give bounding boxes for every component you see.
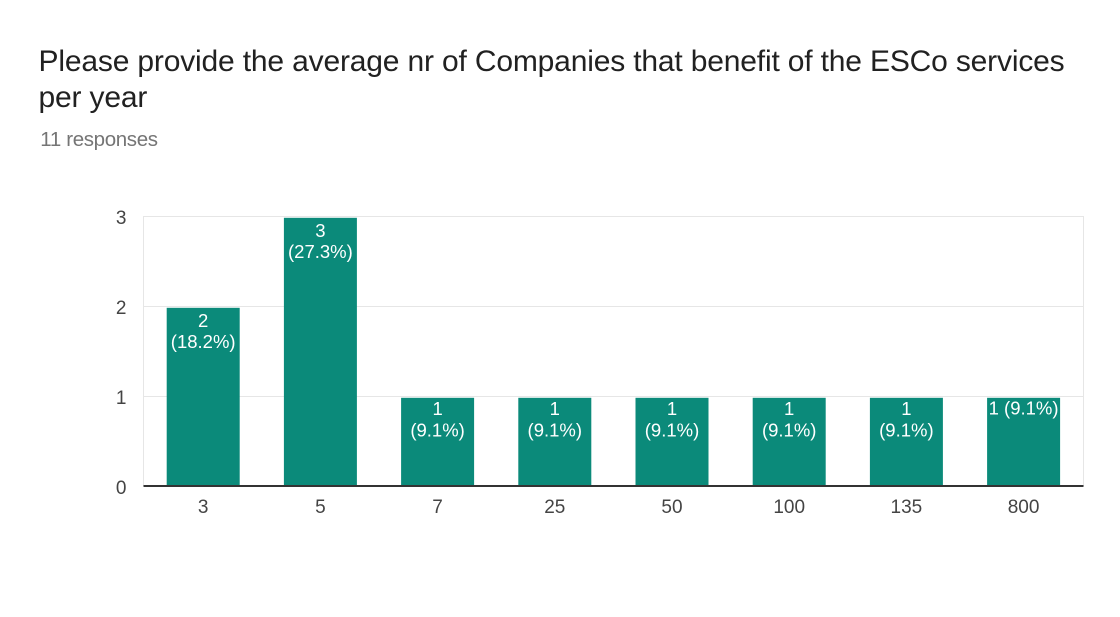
svg-text:1: 1 [550, 398, 560, 419]
svg-text:(9.1%): (9.1%) [762, 420, 817, 441]
svg-text:5: 5 [315, 497, 326, 518]
svg-text:3: 3 [315, 220, 325, 241]
svg-text:(9.1%): (9.1%) [645, 420, 700, 441]
svg-text:135: 135 [891, 497, 923, 518]
svg-text:(18.2%): (18.2%) [171, 331, 236, 352]
svg-text:(9.1%): (9.1%) [528, 420, 583, 441]
svg-text:(9.1%): (9.1%) [410, 420, 465, 441]
svg-text:1: 1 [432, 398, 442, 419]
svg-text:0: 0 [116, 478, 127, 499]
svg-text:2: 2 [116, 298, 127, 319]
svg-text:2: 2 [198, 310, 208, 331]
svg-text:1 (9.1%): 1 (9.1%) [989, 397, 1059, 418]
svg-text:800: 800 [1008, 497, 1040, 518]
svg-text:3: 3 [116, 208, 127, 229]
svg-text:(9.1%): (9.1%) [879, 420, 934, 441]
svg-text:(27.3%): (27.3%) [288, 241, 353, 262]
svg-text:1: 1 [667, 398, 677, 419]
svg-text:50: 50 [661, 497, 682, 518]
svg-text:7: 7 [432, 497, 443, 518]
svg-text:1: 1 [784, 398, 794, 419]
svg-text:3: 3 [198, 497, 209, 518]
svg-text:100: 100 [773, 497, 805, 518]
svg-text:25: 25 [544, 497, 565, 518]
svg-text:1: 1 [901, 398, 911, 419]
svg-text:1: 1 [116, 388, 127, 409]
